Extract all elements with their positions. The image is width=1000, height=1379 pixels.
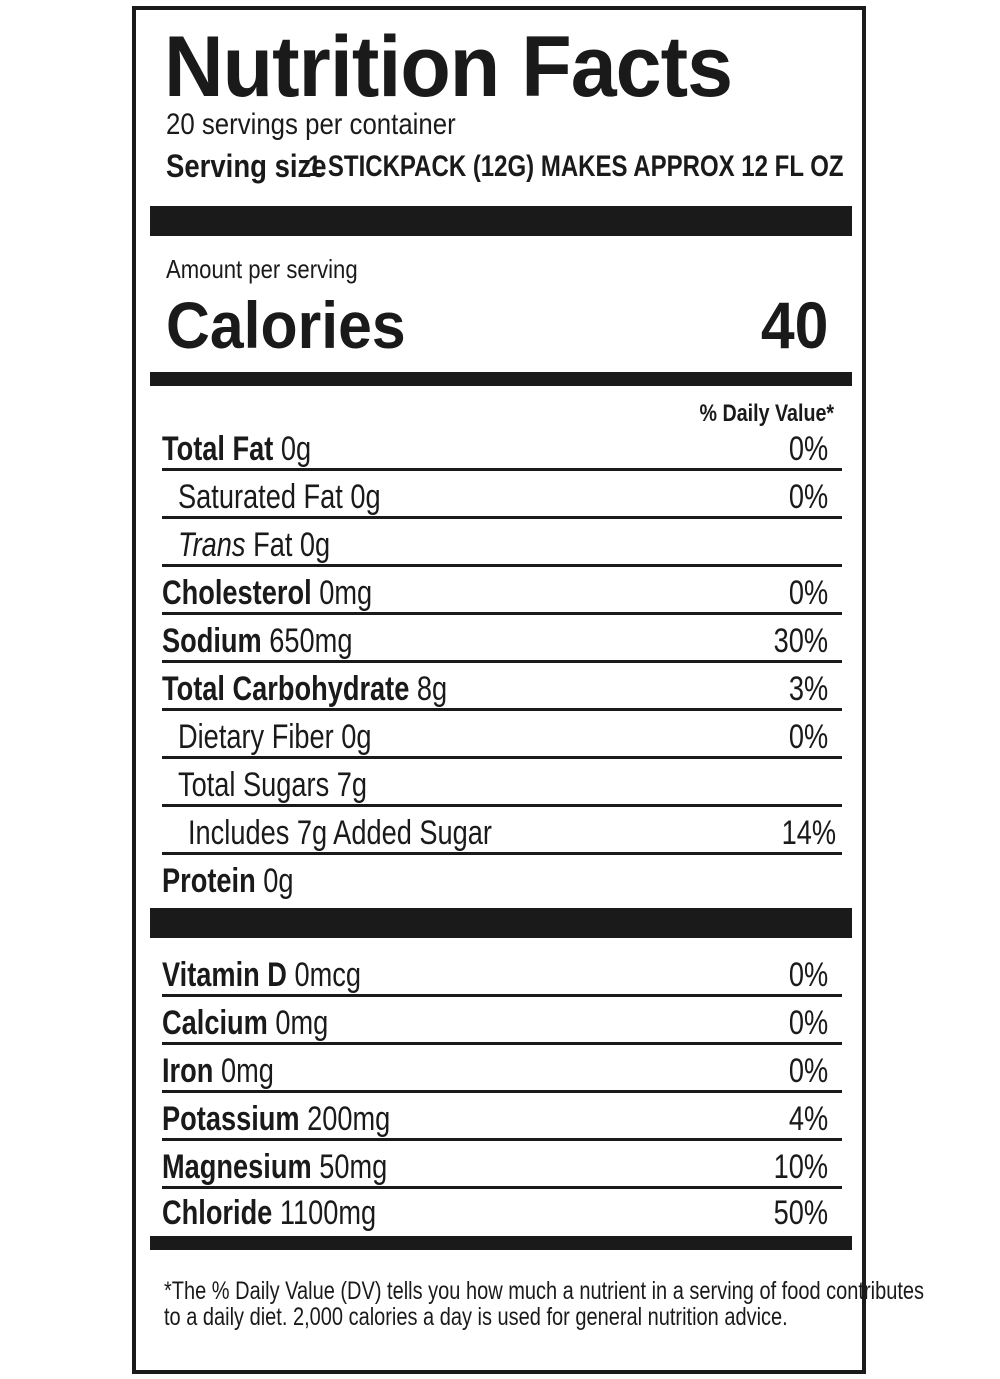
nutrient-dv: 0% [788, 430, 828, 468]
nutrient-dv: 0% [788, 574, 828, 612]
vitamin-amount: 0mcg [294, 956, 362, 994]
nutrient-row-dietary-fiber: Dietary Fiber 0g 0% [162, 710, 842, 759]
amount-per-serving: Amount per serving [166, 254, 358, 284]
vitamin-name: Magnesium [162, 1148, 312, 1186]
nutrient-amount: 0g [350, 478, 381, 516]
nutrient-row-trans-fat: Trans Fat 0g [162, 518, 842, 567]
vitamin-amount: 0mg [275, 1004, 329, 1042]
vitamin-dv: 0% [788, 1004, 828, 1042]
vitamin-row-calcium: Calcium 0mg 0% [162, 996, 842, 1045]
nutrient-name: Total Sugars [178, 766, 330, 804]
nutrient-dv: 14% [781, 814, 836, 852]
nutrient-name: Cholesterol [162, 574, 312, 612]
nutrient-amount: 650mg [269, 622, 353, 660]
vitamin-dv: 4% [788, 1100, 828, 1138]
nutrient-amount: 8g [416, 670, 448, 708]
footnote-line-1: *The % Daily Value (DV) tells you how mu… [164, 1277, 924, 1305]
vitamin-name: Calcium [162, 1004, 268, 1042]
nutrient-amount: 0g [341, 718, 372, 756]
vitamin-amount: 50mg [319, 1148, 388, 1186]
vitamin-row-chloride: Chloride 1100mg 50% [162, 1186, 842, 1232]
nutrient-name: Total Fat [162, 430, 274, 468]
nutrient-name: Protein [162, 862, 256, 900]
nutrient-dv: 30% [773, 622, 828, 660]
nutrient-row-saturated-fat: Saturated Fat 0g 0% [162, 470, 842, 519]
calories-label: Calories [166, 288, 406, 362]
vitamin-amount: 0mg [220, 1052, 274, 1090]
nutrient-row-total-fat: Total Fat 0g 0% [162, 422, 842, 471]
divider-medium [150, 372, 852, 386]
nutrition-facts-panel: Nutrition Facts 20 servings per containe… [132, 6, 924, 1374]
nutrient-name: Trans [178, 526, 246, 564]
vitamin-dv: 50% [773, 1194, 828, 1232]
footnote-line-2: to a daily diet. 2,000 calories a day is… [164, 1303, 788, 1331]
vitamin-row-magnesium: Magnesium 50mg 10% [162, 1140, 842, 1189]
divider-thick-top [150, 206, 852, 236]
nutrient-name: Total Carbohydrate [162, 670, 410, 708]
vitamin-amount: 1100mg [279, 1194, 377, 1232]
vitamin-name: Iron [162, 1052, 214, 1090]
nutrient-dv: 0% [788, 478, 828, 516]
daily-value-footnote: *The % Daily Value (DV) tells you how mu… [164, 1278, 924, 1330]
vitamin-row-potassium: Potassium 200mg 4% [162, 1092, 842, 1141]
vitamin-name: Chloride [162, 1194, 273, 1232]
vitamin-dv: 0% [788, 956, 828, 994]
divider-medium-bottom [150, 1236, 852, 1250]
nutrient-name: Includes 7g Added Sugar [188, 814, 492, 852]
serving-size-label: Serving size [166, 148, 327, 184]
vitamin-dv: 0% [788, 1052, 828, 1090]
daily-value-header: % Daily Value* [699, 400, 834, 427]
nutrient-name: Saturated Fat [178, 478, 343, 516]
nutrient-row-protein: Protein 0g [162, 854, 842, 900]
nutrient-amount: Fat 0g [253, 526, 331, 564]
nutrient-name: Dietary Fiber [178, 718, 334, 756]
divider-thick-vitamins [150, 908, 852, 938]
nutrient-amount: 7g [336, 766, 368, 804]
label-title: Nutrition Facts [164, 19, 733, 115]
nutrient-row-total-sugars: Total Sugars 7g [162, 758, 842, 807]
nutrient-amount: 0g [263, 862, 294, 900]
nutrient-name: Sodium [162, 622, 262, 660]
servings-per-container: 20 servings per container [166, 108, 456, 141]
vitamin-row-iron: Iron 0mg 0% [162, 1044, 842, 1093]
nutrient-dv: 3% [788, 670, 828, 708]
nutrient-row-total-carbohydrate: Total Carbohydrate 8g 3% [162, 662, 842, 711]
calories-value: 40 [760, 288, 828, 362]
nutrient-row-cholesterol: Cholesterol 0mg 0% [162, 566, 842, 615]
serving-size-value: 1 STICKPACK (12G) MAKES APPROX 12 FL OZ [308, 150, 844, 183]
vitamin-dv: 10% [773, 1148, 828, 1186]
nutrient-row-sodium: Sodium 650mg 30% [162, 614, 842, 663]
vitamin-amount: 200mg [307, 1100, 391, 1138]
nutrient-row-added-sugar: Includes 7g Added Sugar 14% [162, 806, 842, 855]
vitamin-name: Potassium [162, 1100, 300, 1138]
nutrient-amount: 0mg [319, 574, 373, 612]
vitamin-row-vitamin-d: Vitamin D 0mcg 0% [162, 948, 842, 997]
nutrient-amount: 0g [280, 430, 312, 468]
nutrient-dv: 0% [788, 718, 828, 756]
vitamin-name: Vitamin D [162, 956, 287, 994]
